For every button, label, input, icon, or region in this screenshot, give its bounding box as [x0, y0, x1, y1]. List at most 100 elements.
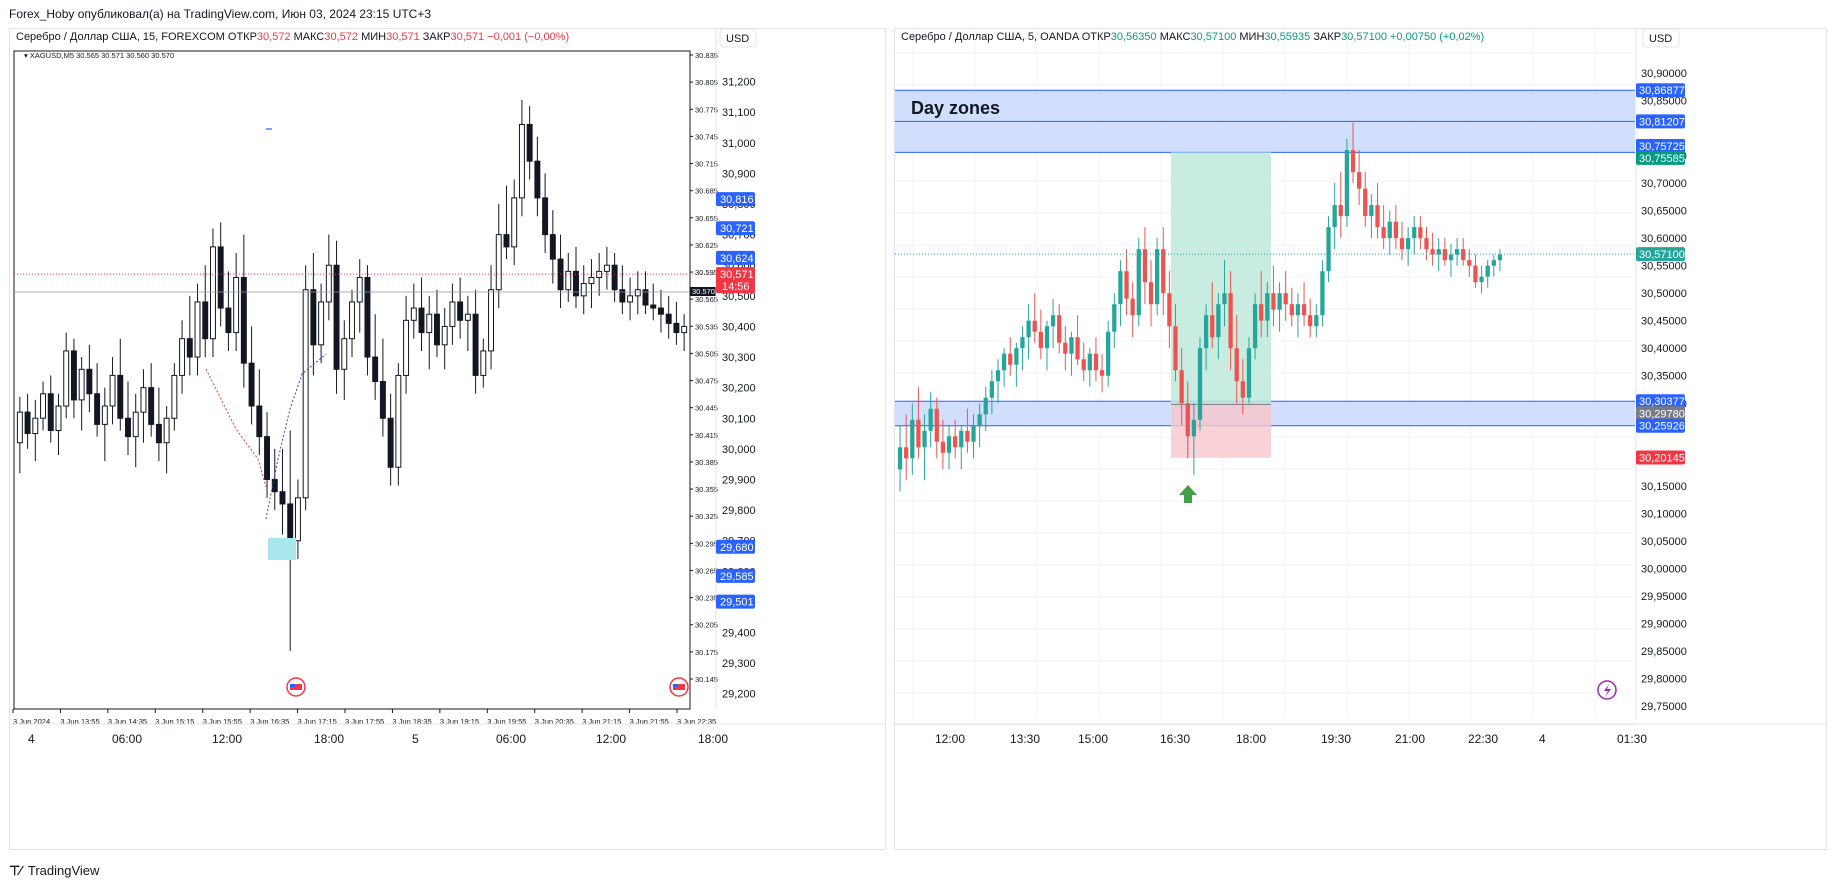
candle-body — [1130, 298, 1135, 316]
candle — [526, 106, 533, 180]
candle — [971, 414, 976, 459]
price-badge: 29,501 — [716, 594, 755, 609]
chart-pane-left[interactable]: 30.570 30.835 30.805 30.775 30.745 30.715 30.… — [9, 28, 886, 850]
candle — [325, 234, 332, 321]
chart-left-svg[interactable]: 30.570 30.83530.80530.77530.74530.71530.… — [10, 28, 885, 849]
inner-time-tick: 3 Jun 21:55 — [630, 717, 669, 726]
inner-time-tick: 3 Jun 19:15 — [440, 717, 479, 726]
candle — [179, 320, 186, 394]
candle-body — [1485, 265, 1490, 277]
price-tick-label: 29,300 — [722, 658, 756, 670]
candle-body — [70, 350, 77, 401]
candle — [1167, 271, 1172, 349]
inner-price-tick: 30.775 — [695, 105, 718, 114]
candle-body — [1234, 348, 1239, 382]
inner-price-tick: 30.445 — [695, 404, 718, 413]
candle — [248, 326, 255, 425]
candle-body — [163, 417, 170, 444]
inner-price-tick: 30.205 — [695, 621, 718, 630]
price-tick-label: 30,500 — [722, 291, 756, 303]
candle-body — [1461, 249, 1466, 261]
price-tick-label: 30,60000 — [1641, 233, 1687, 245]
candle-body — [1320, 271, 1325, 316]
lightning-icon[interactable] — [1597, 680, 1617, 700]
time-tick-label: 12:00 — [935, 732, 965, 746]
time-tick-label: 19:30 — [1321, 732, 1351, 746]
candle-body — [217, 246, 224, 309]
candle — [977, 403, 982, 448]
take-profit-area[interactable] — [1171, 152, 1271, 405]
candle-body — [1442, 249, 1447, 261]
price-badge: 29,585 — [716, 568, 755, 583]
candle-body — [1118, 271, 1123, 305]
candle — [194, 283, 201, 376]
svg-text:30,20145: 30,20145 — [1639, 453, 1685, 465]
time-tick-label: 21:00 — [1395, 732, 1425, 746]
price-tick-label: 30,65000 — [1641, 206, 1687, 218]
price-axis-right: 30,9000030,8500030,7500030,7000030,65000… — [1635, 29, 1687, 719]
legend-left-text: Серебро / Доллар США, 15, FOREXCOM ОТКР3… — [16, 31, 569, 43]
candle — [1136, 238, 1141, 327]
candle-body — [1124, 271, 1129, 299]
candle-body — [611, 264, 618, 291]
chart-right-svg[interactable]: Day zones 30,9000030,8500030,7500030,700… — [895, 28, 1826, 849]
us-flag-icon[interactable] — [669, 677, 689, 697]
candle-body — [1044, 326, 1050, 349]
candle — [132, 393, 139, 468]
candle — [1344, 139, 1350, 228]
candle — [1332, 183, 1337, 250]
last-price-value: 30,571 — [720, 269, 754, 281]
candle-body — [349, 301, 355, 340]
inner-price-tick: 30.385 — [695, 458, 718, 467]
candle-body — [1179, 370, 1184, 404]
candle — [1436, 238, 1441, 272]
candle-body — [333, 264, 340, 370]
candle — [1277, 282, 1282, 332]
currency-button[interactable]: USD — [719, 28, 757, 48]
price-badge: 30,816 — [716, 192, 755, 207]
candle-body — [395, 374, 402, 468]
candle-body — [1332, 205, 1337, 228]
svg-text:30,30377: 30,30377 — [1639, 396, 1685, 408]
currency-button[interactable]: USD — [1642, 28, 1680, 48]
high-value: 30,572 — [324, 31, 361, 43]
candle — [480, 338, 487, 388]
candle — [1448, 243, 1454, 277]
price-tick-label: 30,10000 — [1641, 508, 1687, 520]
chart-right-overlay — [895, 253, 1635, 700]
svg-text:30,25926: 30,25926 — [1639, 421, 1685, 433]
candle-body — [86, 368, 93, 395]
candle-body — [171, 374, 178, 419]
candle-body — [1387, 221, 1392, 239]
time-tick-label: 06:00 — [496, 732, 526, 746]
candle-body — [953, 436, 958, 448]
time-axis-left: 4 06:00 12:00 18:00 5 06:00 12:00 18:00 — [10, 723, 885, 746]
candle — [611, 252, 618, 302]
footer-brand[interactable]: ⊤⁄ TradingView — [0, 858, 409, 883]
svg-text:29,501: 29,501 — [720, 597, 754, 609]
candle-body — [1197, 348, 1203, 420]
candle — [928, 392, 933, 448]
svg-text:30,75725: 30,75725 — [1639, 141, 1685, 153]
candle-body — [325, 264, 332, 303]
candle — [1240, 359, 1245, 415]
high-value: 30,57100 — [1190, 31, 1239, 43]
candle-body — [681, 325, 688, 334]
candle — [256, 369, 263, 455]
inner-price-tick: 30.835 — [695, 51, 718, 60]
candle-body — [503, 234, 510, 248]
candle-body — [989, 381, 995, 398]
candle — [1081, 342, 1086, 382]
chart-pane-right[interactable]: Day zones 30,9000030,8500030,7500030,700… — [894, 28, 1827, 850]
candle-body — [1008, 353, 1013, 365]
candle — [202, 265, 209, 358]
candle — [503, 185, 510, 260]
candle-body — [1497, 254, 1503, 261]
inner-time-tick: 3 Jun 13:55 — [60, 717, 99, 726]
svg-text:30,816: 30,816 — [720, 194, 754, 206]
candle-body — [1283, 293, 1288, 305]
svg-text:USD: USD — [1649, 33, 1672, 45]
candle — [1430, 232, 1435, 266]
candle — [472, 289, 479, 394]
us-flag-icon[interactable] — [286, 677, 306, 697]
